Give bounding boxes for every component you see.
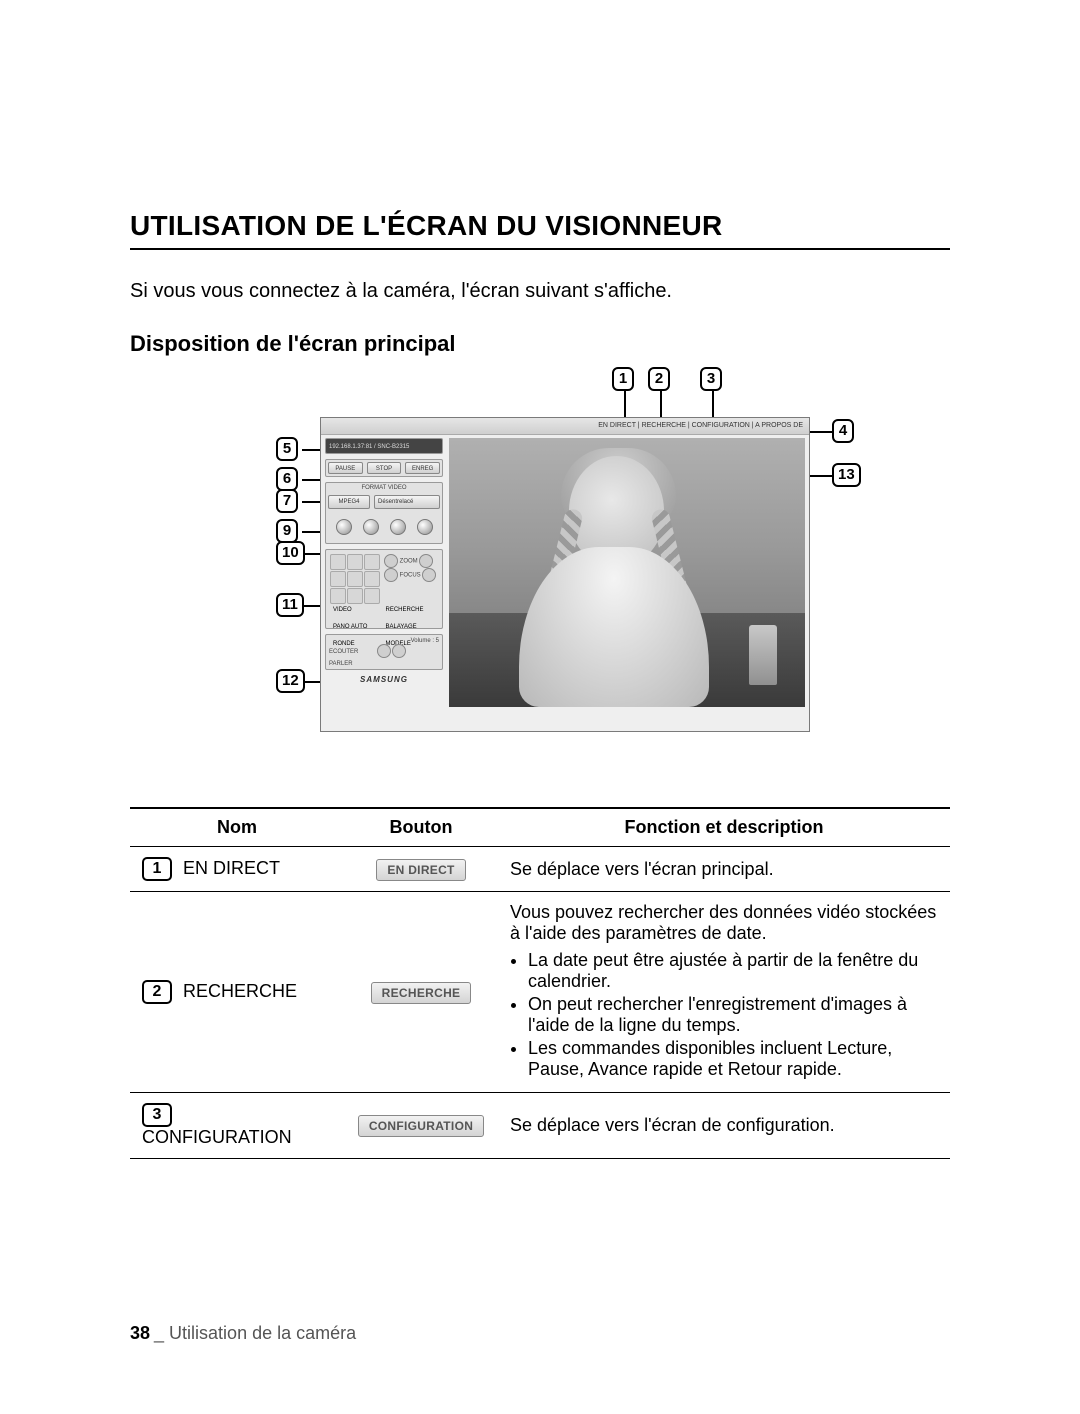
zoom-out-icon[interactable] <box>384 554 398 568</box>
row-num: 2 <box>142 980 172 1004</box>
row-desc: Se déplace vers l'écran principal. <box>498 847 950 892</box>
zoom-in-icon[interactable] <box>419 554 433 568</box>
viewer-window: EN DIRECT | RECHERCHE | CONFIGURATION | … <box>320 417 810 732</box>
callout-9: 9 <box>276 519 298 543</box>
th-desc: Fonction et description <box>498 808 950 847</box>
cam-btn[interactable]: RECHERCHE <box>386 607 436 621</box>
viewer-figure: 1 2 3 4 13 5 6 7 9 10 11 12 8 EN DIRECT … <box>220 367 860 747</box>
page-number: 38 <box>130 1323 150 1343</box>
vol-down-icon[interactable] <box>377 644 391 658</box>
lead <box>810 475 832 477</box>
ptz-panel: ZOOM FOCUS VIDEO RECHERCHE PANO AUTO BAL… <box>325 549 443 629</box>
callout-2: 2 <box>648 367 670 391</box>
bullet: On peut rechercher l'enregistrement d'im… <box>528 994 938 1036</box>
knob-icon[interactable] <box>363 519 379 535</box>
intro-text: Si vous vous connectez à la caméra, l'éc… <box>130 280 950 303</box>
ptz-dpad[interactable] <box>330 554 380 604</box>
page-title: UTILISATION DE L'ÉCRAN DU VISIONNEUR <box>130 210 950 242</box>
lead <box>660 391 662 419</box>
table-row: 1 EN DIRECT EN DIRECT Se déplace vers l'… <box>130 847 950 892</box>
focus-near-icon[interactable] <box>384 568 398 582</box>
callout-3: 3 <box>700 367 722 391</box>
lead <box>302 479 322 481</box>
row-desc: Vous pouvez rechercher des données vidéo… <box>498 892 950 1093</box>
row-num: 1 <box>142 857 172 881</box>
lead <box>624 391 626 419</box>
vol-up-icon[interactable] <box>392 644 406 658</box>
footer-section: Utilisation de la caméra <box>169 1323 356 1343</box>
record-button[interactable]: ENREG <box>405 462 440 474</box>
callout-13: 13 <box>832 463 861 487</box>
focus-far-icon[interactable] <box>422 568 436 582</box>
knob-icon[interactable] <box>390 519 406 535</box>
cam-btn[interactable]: PANO AUTO <box>333 624 383 638</box>
cam-btn[interactable]: BALAYAGE <box>386 624 436 638</box>
callout-11: 11 <box>276 593 304 617</box>
row-name: CONFIGURATION <box>142 1127 292 1147</box>
subheading: Disposition de l'écran principal <box>130 331 950 357</box>
format-button[interactable]: MPEG4 <box>328 495 370 509</box>
ip-box: 192.168.1.37:81 / SNC-B2315 <box>325 438 443 454</box>
stop-button[interactable]: STOP <box>367 462 402 474</box>
zoom-label: ZOOM <box>400 559 418 565</box>
play-controls: PAUSE STOP ENREG <box>325 459 443 477</box>
lead <box>302 501 322 503</box>
video-area <box>449 438 805 707</box>
deinterlace-toggle[interactable]: Désentrelacé <box>374 495 440 509</box>
callout-6: 6 <box>276 467 298 491</box>
table-row: 2 RECHERCHE RECHERCHE Vous pouvez recher… <box>130 892 950 1093</box>
table-row: 3 CONFIGURATION CONFIGURATION Se déplace… <box>130 1093 950 1159</box>
cam-btn[interactable]: VIDEO <box>333 607 383 621</box>
search-button[interactable]: RECHERCHE <box>371 982 472 1004</box>
row-desc-lead: Vous pouvez rechercher des données vidéo… <box>510 902 936 943</box>
focus-label: FOCUS <box>400 573 421 579</box>
viewer-sidepanel: 192.168.1.37:81 / SNC-B2315 PAUSE STOP E… <box>325 438 443 727</box>
lead <box>302 531 322 533</box>
manual-page: UTILISATION DE L'ÉCRAN DU VISIONNEUR Si … <box>0 0 1080 1414</box>
knob-icon[interactable] <box>417 519 433 535</box>
callout-5: 5 <box>276 437 298 461</box>
pause-button[interactable]: PAUSE <box>328 462 363 474</box>
row-name: RECHERCHE <box>183 981 297 1001</box>
th-name: Nom <box>130 808 344 847</box>
description-table: Nom Bouton Fonction et description 1 EN … <box>130 807 950 1159</box>
display-knobs <box>326 511 442 543</box>
row-num: 3 <box>142 1103 172 1127</box>
callout-12: 12 <box>276 669 305 693</box>
callout-7: 7 <box>276 489 298 513</box>
row-bullets: La date peut être ajustée à partir de la… <box>528 950 938 1080</box>
row-name: EN DIRECT <box>183 858 280 878</box>
listen-button[interactable]: ECOUTER <box>329 649 375 661</box>
callout-4: 4 <box>832 419 854 443</box>
title-rule <box>130 248 950 250</box>
lead <box>302 449 322 451</box>
live-button[interactable]: EN DIRECT <box>376 859 465 881</box>
row-desc: Se déplace vers l'écran de configuration… <box>498 1093 950 1159</box>
viewer-topbar[interactable]: EN DIRECT | RECHERCHE | CONFIGURATION | … <box>321 418 809 435</box>
callout-10: 10 <box>276 541 305 565</box>
config-button[interactable]: CONFIGURATION <box>358 1115 484 1137</box>
bullet: La date peut être ajustée à partir de la… <box>528 950 938 992</box>
page-footer: 38_ Utilisation de la caméra <box>130 1323 356 1344</box>
lead <box>712 391 714 419</box>
talk-button[interactable]: PARLER <box>329 661 375 673</box>
format-label: FORMAT VIDEO <box>326 483 442 493</box>
glass-icon <box>749 625 777 685</box>
knob-icon[interactable] <box>336 519 352 535</box>
brand-logo: SAMSUNG <box>325 675 443 684</box>
th-button: Bouton <box>344 808 498 847</box>
bullet: Les commandes disponibles incluent Lectu… <box>528 1038 938 1080</box>
lead <box>810 431 832 433</box>
format-panel: FORMAT VIDEO MPEG4 Désentrelacé <box>325 482 443 544</box>
callout-1: 1 <box>612 367 634 391</box>
